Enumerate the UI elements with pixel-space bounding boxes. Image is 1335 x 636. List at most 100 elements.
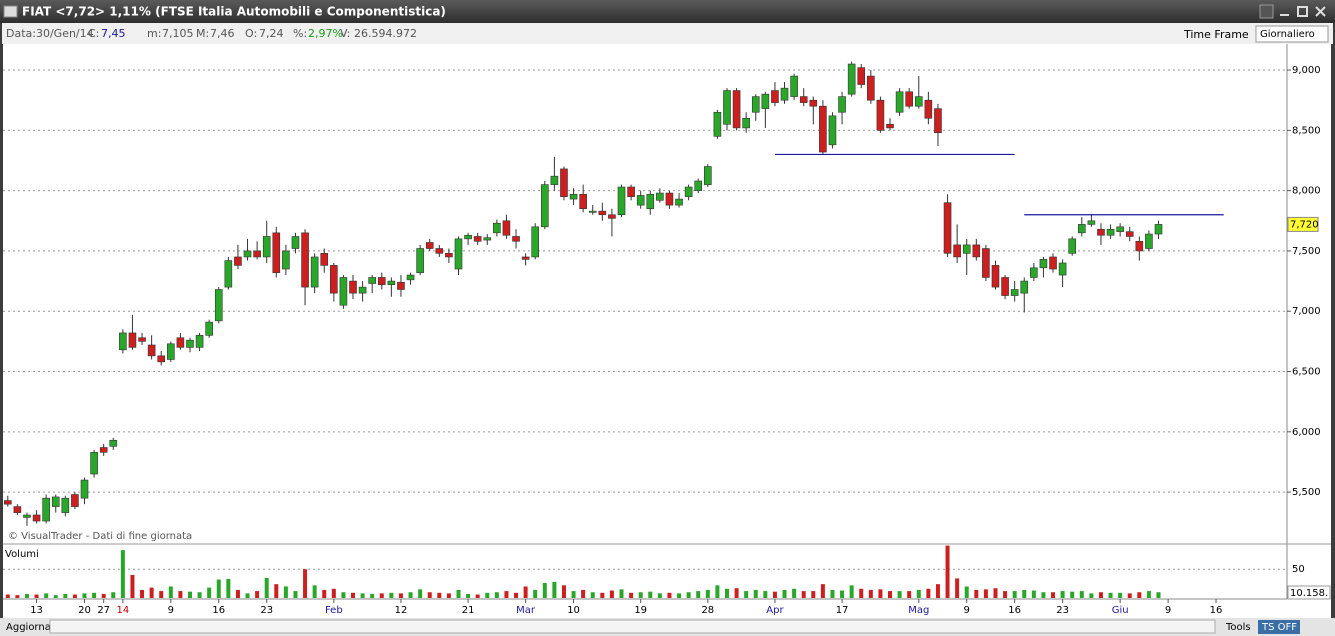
candle-body: [167, 343, 175, 360]
info-label: V:: [340, 27, 350, 40]
info-bar: [2, 23, 1333, 44]
candle-body: [780, 87, 789, 101]
candle-body: [330, 265, 338, 294]
volume-bar: [542, 583, 547, 598]
candle-body: [646, 193, 655, 210]
info-value: 26.594.972: [354, 27, 417, 40]
x-tick-label: Mag: [908, 605, 929, 616]
time-frame-select[interactable]: [1255, 25, 1329, 43]
volume-bar: [868, 589, 873, 598]
info-value: 7,105: [162, 27, 194, 40]
volume-bar: [820, 584, 825, 598]
volume-bar: [945, 545, 950, 598]
candle-body: [13, 506, 22, 513]
candle-body: [310, 256, 319, 288]
candle-body: [214, 289, 223, 322]
ts-button[interactable]: [1258, 620, 1300, 634]
volume-bar: [475, 594, 480, 598]
candle-body: [1145, 233, 1153, 249]
candle-body: [320, 253, 329, 266]
candle-body: [1058, 262, 1067, 276]
volume-bar: [811, 591, 816, 598]
candle-body: [617, 186, 626, 216]
volume-bar: [341, 592, 346, 598]
candle-body: [838, 96, 846, 113]
volume-bar: [331, 588, 336, 598]
candle-body: [1135, 240, 1144, 252]
candle-body: [1106, 228, 1115, 236]
volume-bar: [955, 578, 960, 598]
volume-bar: [609, 590, 614, 598]
candle-body: [1039, 259, 1048, 269]
refresh-button[interactable]: Aggiorna: [6, 622, 51, 633]
volume-bar: [274, 584, 279, 598]
candle-body: [445, 253, 453, 258]
x-tick-label: 14: [116, 605, 129, 616]
y-tick-label: 8,000: [1292, 186, 1321, 197]
candle-body: [1087, 220, 1096, 225]
candle-body: [454, 238, 463, 270]
x-tick-label: 23: [260, 605, 273, 616]
volume-bar: [974, 589, 979, 598]
volume-bar: [1156, 592, 1161, 598]
candle-body: [186, 339, 194, 348]
candle-body: [771, 90, 779, 103]
volume-bar: [897, 591, 902, 598]
volume-bar: [159, 591, 164, 598]
close-button[interactable]: [1315, 6, 1326, 17]
volume-bar: [235, 589, 240, 598]
candle-body: [751, 96, 760, 113]
candle-body: [358, 286, 367, 294]
volume-bar: [840, 590, 845, 598]
volume-bar: [44, 593, 49, 598]
candle-body: [128, 332, 137, 348]
candle-body: [761, 93, 770, 109]
candle-body: [1020, 280, 1029, 294]
volume-bar: [1012, 591, 1017, 598]
volume-title: Volumi: [5, 549, 39, 560]
candle-body: [109, 439, 118, 447]
tool-button[interactable]: [1259, 4, 1274, 19]
candle-body: [99, 447, 108, 453]
tools-label[interactable]: Tools: [1225, 622, 1251, 633]
volume-bar: [629, 592, 634, 598]
maximize-button[interactable]: [1297, 6, 1308, 17]
ts-label[interactable]: TS OFF: [1261, 622, 1297, 633]
candle-body: [550, 175, 559, 185]
candle-body: [560, 168, 568, 197]
x-tick-label: 23: [1056, 605, 1069, 616]
volume-bar: [1003, 591, 1008, 598]
volume-bar: [878, 589, 883, 598]
volume-bar: [293, 591, 298, 598]
candle-body: [464, 234, 472, 240]
x-tick-label: 9: [1165, 605, 1171, 616]
time-frame-value[interactable]: Giornaliero: [1260, 29, 1315, 40]
candle-body: [416, 248, 424, 273]
y-tick-label: 6,500: [1292, 367, 1321, 378]
volume-bar: [600, 592, 605, 598]
volume-bar: [859, 588, 864, 598]
volume-bar: [935, 584, 940, 598]
volume-bar: [648, 591, 653, 598]
candle-body: [253, 250, 261, 258]
volume-bar: [379, 593, 384, 598]
candle-body: [397, 281, 405, 290]
volume-bar: [677, 593, 682, 598]
candle-body: [531, 226, 540, 258]
tools-button[interactable]: [1225, 620, 1255, 633]
volume-bar: [245, 593, 250, 598]
x-tick-label: 9: [168, 605, 174, 616]
info-label: %:: [293, 27, 307, 40]
volume-bar: [351, 592, 356, 598]
scrollbar[interactable]: [49, 619, 1216, 634]
minimize-button[interactable]: [1280, 14, 1289, 16]
window-buttons[interactable]: [1259, 4, 1326, 19]
volume-bar: [964, 586, 969, 598]
candle-body: [1001, 277, 1009, 296]
candle-body: [493, 222, 501, 234]
volume-bar: [705, 589, 710, 598]
candle-body: [71, 494, 79, 507]
volume-bar: [830, 589, 835, 598]
volume-bar: [753, 589, 758, 598]
